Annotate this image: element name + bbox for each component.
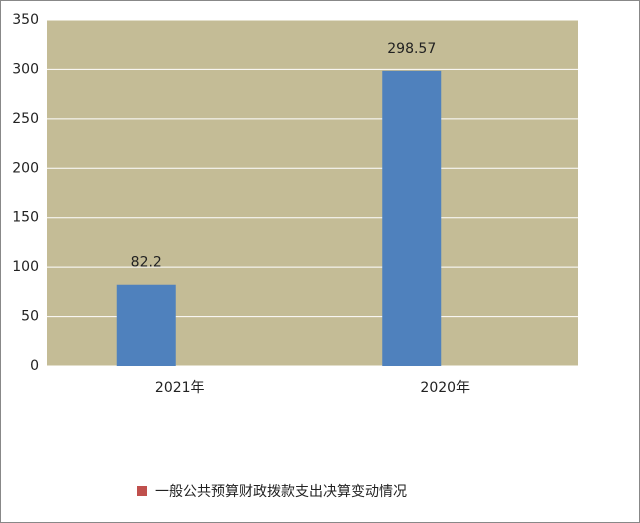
legend-marker	[137, 486, 147, 496]
y-tick-label: 150	[12, 210, 39, 226]
y-tick-label: 300	[12, 61, 39, 77]
y-tick-label: 350	[12, 12, 39, 28]
legend-label: 一般公共预算财政拨款支出决算变动情况	[155, 484, 407, 500]
bar	[382, 70, 442, 367]
y-tick-label: 100	[12, 259, 39, 275]
y-tick-label: 250	[12, 111, 39, 127]
data-label: 298.57	[387, 41, 436, 57]
x-tick-label: 2020年	[420, 380, 470, 396]
y-tick-label: 0	[30, 358, 39, 374]
bar	[116, 284, 176, 366]
y-tick-label: 200	[12, 160, 39, 176]
x-tick-label: 2021年	[155, 380, 205, 396]
y-tick-label: 50	[21, 309, 39, 325]
data-label: 82.2	[131, 255, 162, 271]
